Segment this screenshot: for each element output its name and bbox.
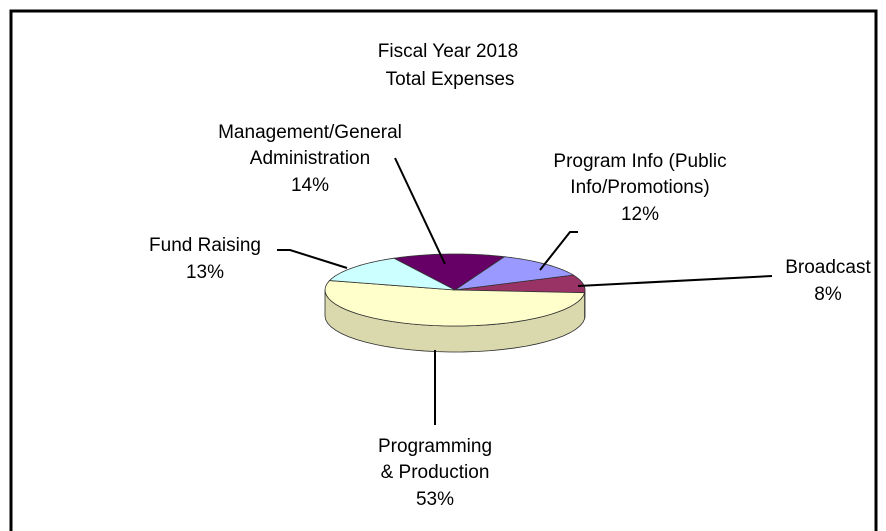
- pie-slice: [324, 280, 586, 327]
- slice-label: Fund Raising: [149, 235, 261, 256]
- slice-label: Programming & Production: [378, 436, 492, 483]
- pie-slice: [454, 274, 586, 294]
- pie-slice: [328, 257, 456, 291]
- slice-label: Management/General Administration: [218, 122, 402, 169]
- chart-title: Fiscal Year 2018: [378, 41, 519, 62]
- leader-line: [539, 231, 578, 271]
- slice-label-line: Administration: [250, 148, 370, 169]
- slice-label-line: Broadcast: [785, 257, 871, 278]
- slice-label-line: Programming: [378, 436, 492, 457]
- slice-value-label: 53%: [416, 489, 454, 510]
- slice-label-line: Management/General: [218, 122, 402, 143]
- leader-line: [277, 249, 348, 269]
- slice-value-label: 8%: [814, 284, 842, 305]
- slice-label-line: Program Info (Public: [553, 151, 726, 172]
- leader-line: [577, 275, 773, 287]
- chart-subtitle: Total Expenses: [386, 69, 515, 90]
- slice-label-line: Fund Raising: [149, 235, 261, 256]
- slice-label: Broadcast: [785, 257, 871, 278]
- slice-label-line: & Production: [381, 462, 490, 483]
- slice-value-label: 14%: [291, 175, 329, 196]
- slice-label: Program Info (Public Info/Promotions): [553, 151, 726, 198]
- slice-value-label: 13%: [186, 262, 224, 283]
- pie-slice: [392, 253, 506, 291]
- leader-line: [394, 157, 446, 265]
- slice-label-line: Info/Promotions): [570, 177, 709, 198]
- slice-value-label: 12%: [621, 204, 659, 225]
